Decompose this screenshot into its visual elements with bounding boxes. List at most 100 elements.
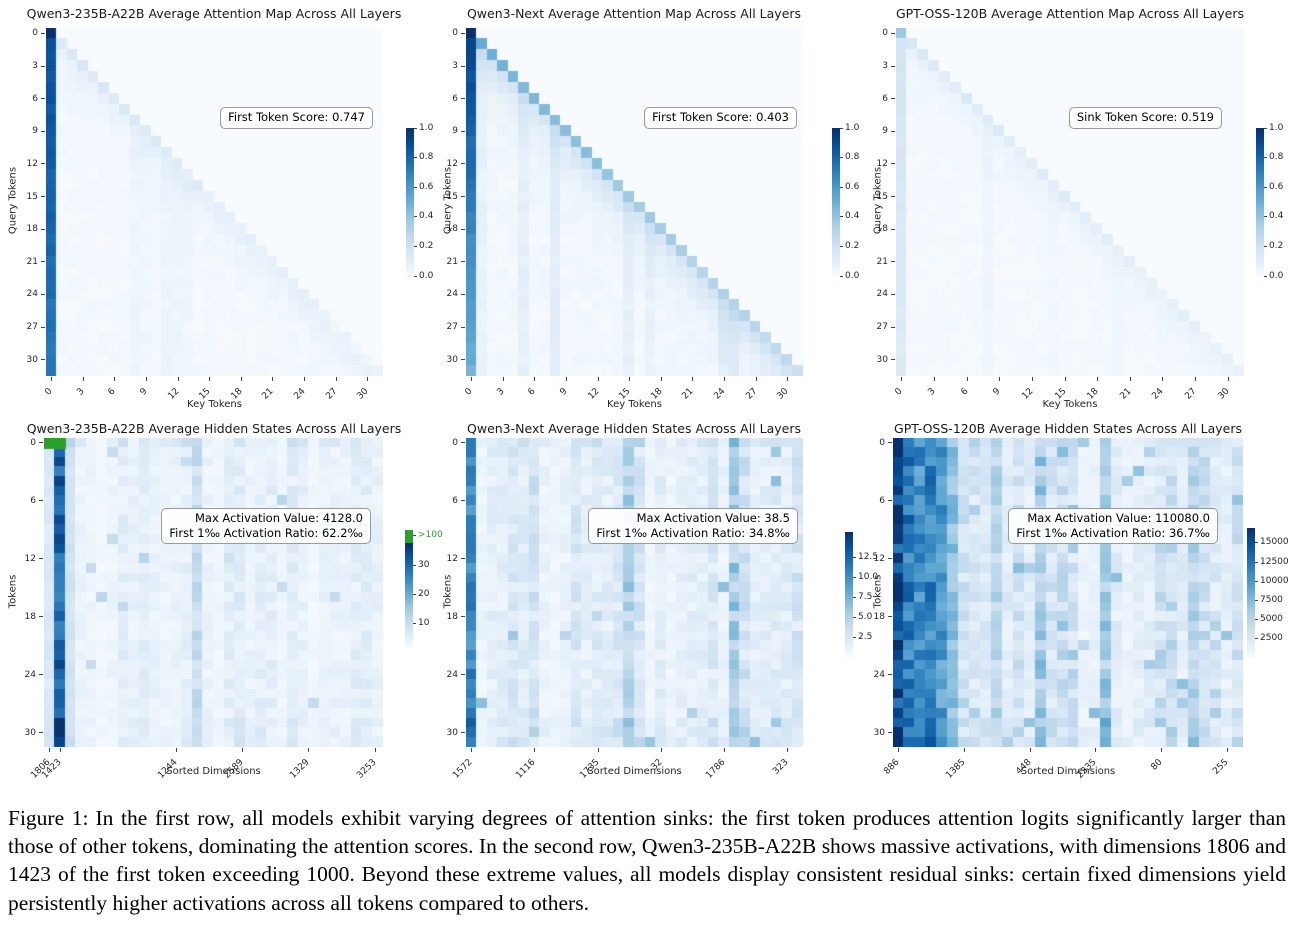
colorbar-tick-label: 0.6 xyxy=(419,181,434,192)
colorbar-tick-label: 1.0 xyxy=(1269,122,1284,133)
y-tick-label: 30 xyxy=(873,727,885,738)
y-tick-mark xyxy=(41,163,45,165)
x-tick-mark xyxy=(1160,748,1162,752)
x-axis-label: Key Tokens xyxy=(607,399,662,410)
x-tick-mark xyxy=(1226,748,1228,752)
x-tick-mark xyxy=(1162,377,1164,381)
x-tick-mark xyxy=(367,377,369,381)
colorbar-tick-mark xyxy=(1264,216,1267,218)
x-tick-mark xyxy=(272,377,274,381)
colorbar-tick-mark xyxy=(1264,157,1267,159)
y-tick-mark xyxy=(888,500,892,502)
y-tick-label: 24 xyxy=(26,289,38,300)
y-tick-mark xyxy=(461,616,465,618)
colorbar-tick-label: 7.5 xyxy=(858,591,873,602)
y-tick-mark xyxy=(461,674,465,676)
y-tick-mark xyxy=(891,130,895,132)
figure-caption: Figure 1: In the first row, all models ex… xyxy=(8,804,1286,917)
y-tick-mark xyxy=(888,442,892,444)
colorbar-tick-label: 2500 xyxy=(1260,633,1283,644)
annotation-line: Sink Token Score: 0.519 xyxy=(1076,110,1214,124)
y-tick-mark xyxy=(888,732,892,733)
y-tick-mark xyxy=(888,616,892,618)
colorbar-tick-mark xyxy=(853,636,856,638)
x-tick-mark xyxy=(597,377,599,381)
x-axis-label: Key Tokens xyxy=(1042,399,1098,410)
x-tick-mark xyxy=(502,377,504,381)
annotation-line: Max Activation Value: 110080.0 xyxy=(1027,511,1210,525)
y-tick-label: 6 xyxy=(452,495,458,506)
y-tick-label: 0 xyxy=(452,437,458,448)
y-tick-label: 0 xyxy=(30,437,36,448)
colorbar-tick-label: 30 xyxy=(418,559,430,570)
colorbar-tick-mark xyxy=(853,616,856,618)
colorbar-tick-mark xyxy=(1255,599,1258,601)
colorbar-tick-label: 12500 xyxy=(1260,556,1289,567)
y-tick-mark xyxy=(41,228,45,230)
y-tick-mark xyxy=(891,98,895,100)
y-tick-label: 21 xyxy=(446,256,458,267)
x-tick-mark xyxy=(1097,377,1099,381)
x-tick-mark xyxy=(176,748,178,752)
colorbar-tick-mark xyxy=(1255,580,1258,582)
colorbar-tick-label: 10.0 xyxy=(858,571,879,582)
y-tick-label: 18 xyxy=(26,224,38,235)
x-tick-mark xyxy=(1064,377,1066,381)
x-tick-mark xyxy=(82,377,84,381)
colorbar-tick-label: >100 xyxy=(418,530,443,541)
y-tick-mark xyxy=(41,196,45,198)
y-tick-mark xyxy=(39,674,43,676)
y-tick-label: 24 xyxy=(24,669,36,680)
colorbar-tick-label: 0.6 xyxy=(1269,181,1284,192)
y-tick-mark xyxy=(461,261,465,263)
x-tick-mark xyxy=(146,377,148,381)
y-tick-label: 3 xyxy=(882,61,888,72)
qwen3-235b-attention-heatmap xyxy=(46,28,383,376)
x-tick-mark xyxy=(49,748,51,752)
y-tick-label: 30 xyxy=(446,727,458,738)
colorbar-tick-mark xyxy=(853,596,856,598)
y-tick-mark xyxy=(461,228,465,230)
y-tick-label: 12 xyxy=(24,553,36,564)
x-tick-mark xyxy=(240,377,242,381)
y-tick-mark xyxy=(39,558,43,560)
y-tick-label: 6 xyxy=(879,495,885,506)
y-tick-label: 9 xyxy=(452,126,458,137)
colorbar xyxy=(845,532,853,657)
y-tick-label: 0 xyxy=(32,28,38,39)
y-tick-label: 18 xyxy=(446,611,458,622)
x-tick-mark xyxy=(966,377,968,381)
colorbar-tick-label: 0.2 xyxy=(845,240,860,251)
y-tick-label: 18 xyxy=(446,224,458,235)
y-tick-mark xyxy=(39,442,43,444)
x-tick-mark xyxy=(335,377,337,381)
plot-title: Qwen3-235B-A22B Average Hidden States Ac… xyxy=(26,421,402,436)
y-tick-mark xyxy=(461,359,465,361)
colorbar-tick-mark xyxy=(853,576,856,578)
colorbar xyxy=(1247,528,1255,658)
colorbar-tick-label: 15000 xyxy=(1260,537,1289,548)
x-tick-mark xyxy=(209,377,211,381)
x-tick-mark xyxy=(660,377,662,381)
x-tick-mark xyxy=(724,377,725,381)
colorbar-tick-label: 2.5 xyxy=(858,631,873,642)
x-tick-mark xyxy=(934,377,936,381)
colorbar-tick-label: 5000 xyxy=(1260,614,1283,625)
x-tick-mark xyxy=(51,377,53,381)
y-tick-mark xyxy=(461,558,465,560)
y-tick-mark xyxy=(461,65,465,67)
plot-title: GPT-OSS-120B Average Hidden States Acros… xyxy=(894,421,1242,436)
colorbar-tick-mark xyxy=(414,157,417,159)
y-tick-label: 27 xyxy=(26,322,38,333)
y-tick-mark xyxy=(891,228,895,230)
colorbar-tick-mark xyxy=(840,186,843,188)
colorbar-tick-mark xyxy=(840,157,843,159)
y-tick-mark xyxy=(461,293,465,295)
colorbar xyxy=(832,128,840,276)
x-tick-mark xyxy=(660,748,662,752)
colorbar-tick-label: 0.8 xyxy=(419,152,434,163)
y-tick-label: 24 xyxy=(873,669,885,680)
x-tick-mark xyxy=(787,377,789,381)
y-tick-mark xyxy=(41,359,45,361)
colorbar-tick-mark xyxy=(1255,561,1258,563)
